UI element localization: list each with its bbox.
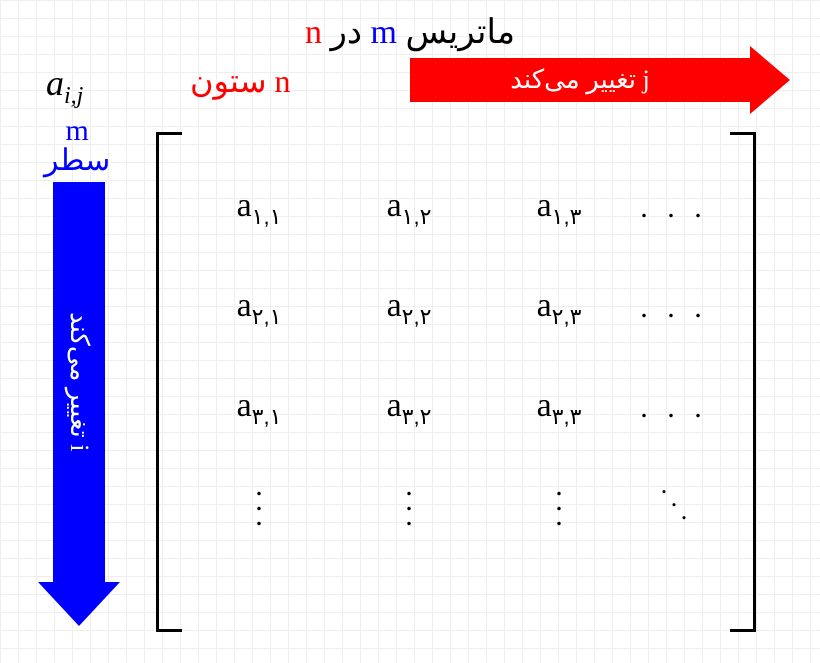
- row-arrow-head: [38, 582, 120, 626]
- hdots: . . .: [634, 191, 714, 225]
- matrix-cell: a۳,۳: [484, 387, 634, 430]
- hdots: . . .: [634, 291, 714, 325]
- matrix-body: a۱,۱ a۱,۲ a۱,۳ . . . a۲,۱ a۲,۲ a۲,۳ . . …: [184, 158, 714, 523]
- bracket-left: [156, 132, 182, 632]
- matrix-cell: a۱,۳: [484, 187, 634, 230]
- matrix-cell: a۱,۲: [334, 187, 484, 230]
- column-arrow-head: [750, 46, 790, 114]
- rows-word: سطر: [44, 144, 110, 177]
- vdots: ...: [334, 478, 484, 523]
- vdots: ...: [484, 478, 634, 523]
- word-matrix: ماتریس: [405, 14, 515, 51]
- matrix-row: a۲,۱ a۲,۲ a۲,۳ . . .: [184, 258, 714, 358]
- word-in: در: [330, 14, 362, 51]
- column-arrow-text: تغییر می‌کند: [510, 65, 636, 95]
- matrix-row: a۳,۱ a۳,۲ a۳,۳ . . .: [184, 358, 714, 458]
- column-arrow-index: j: [643, 65, 650, 95]
- row-arrow-index: i: [65, 445, 94, 452]
- vdots: ...: [184, 478, 334, 523]
- column-arrow: j تغییر می‌کند: [410, 58, 750, 102]
- matrix-cell: a۲,۲: [334, 287, 484, 330]
- ddots: . . .: [634, 478, 714, 523]
- matrix-cell: a۳,۲: [334, 387, 484, 430]
- row-arrow-text: تغییر می‌کند: [65, 312, 94, 438]
- element-label: ai,j: [46, 62, 83, 110]
- hdots: . . .: [634, 391, 714, 425]
- matrix-cell: a۲,۱: [184, 287, 334, 330]
- rows-m: m: [65, 114, 88, 147]
- row-arrow: i تغییر می‌کند: [53, 182, 105, 582]
- columns-n: n: [275, 63, 291, 99]
- matrix-cell: a۳,۱: [184, 387, 334, 430]
- bracket-right: [730, 132, 756, 632]
- title-n: n: [305, 14, 322, 51]
- element-a: a: [46, 63, 64, 103]
- matrix-cell: a۲,۳: [484, 287, 634, 330]
- columns-word: ستون: [190, 63, 267, 99]
- matrix-vdots-row: ... ... ... . . .: [184, 478, 714, 523]
- matrix-row: a۱,۱ a۱,۲ a۱,۳ . . .: [184, 158, 714, 258]
- rows-label: m سطر: [44, 116, 110, 176]
- matrix-cell: a۱,۱: [184, 187, 334, 230]
- title-line: ماتریس m در n: [0, 12, 820, 52]
- columns-label: n ستون: [190, 62, 291, 100]
- element-sub: i,j: [64, 83, 83, 109]
- title-m: m: [371, 14, 397, 51]
